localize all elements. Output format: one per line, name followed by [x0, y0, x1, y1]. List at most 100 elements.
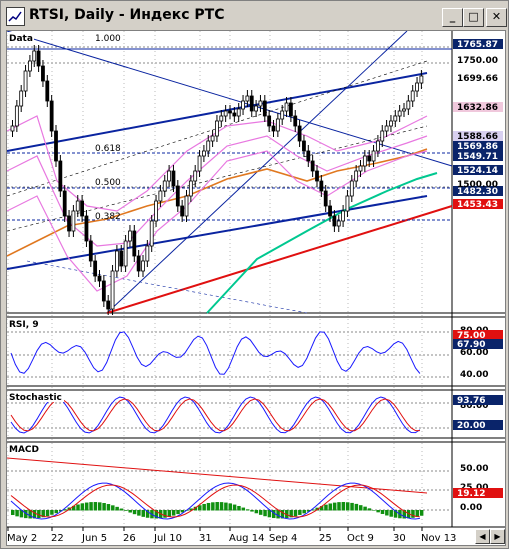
macd-histogram-bar [263, 510, 267, 517]
candle-body [223, 110, 228, 117]
price-label-bg [453, 102, 503, 112]
candle-body [197, 155, 202, 172]
price-label: 1453.43 [457, 200, 498, 210]
macd-histogram-bar [311, 509, 315, 511]
price-tick: 1500.00 [457, 180, 498, 190]
indicator-label: 93.76 [457, 396, 485, 406]
price-label: 1632.86 [457, 103, 498, 113]
macd-line [10, 482, 420, 520]
price-label-bg [453, 73, 503, 83]
candle-body [241, 100, 245, 110]
chart-canvas[interactable]: Data RSI, 9 Stochastic MACD 1.000 0.618 … [6, 30, 506, 546]
candle-body [145, 245, 150, 262]
candle-body [84, 215, 89, 242]
candle-body [362, 155, 367, 167]
candle-body [319, 180, 324, 192]
macd-histogram-bar [119, 508, 124, 511]
macd-histogram-bar [71, 505, 76, 511]
price-label: 1524.14 [457, 166, 498, 176]
price-label: 1482.30 [457, 187, 498, 197]
price-label: 1569.86 [457, 142, 498, 152]
scroll-right-button[interactable]: ▶ [490, 529, 505, 544]
candle-body [345, 195, 350, 212]
macd-histogram-bar [111, 505, 115, 511]
indicator-label-bg [453, 420, 503, 430]
date-tick: 25 [319, 533, 332, 544]
macd-histogram-bar [106, 504, 111, 511]
candle-body [332, 215, 337, 227]
price-label-bg [453, 199, 503, 209]
macd-histogram-bar [345, 502, 350, 511]
macd-histogram-bar [202, 503, 206, 511]
macd-histogram-bar [84, 502, 89, 511]
price-label-bg [453, 39, 503, 49]
candle-body [210, 135, 215, 142]
candle-body [219, 115, 224, 122]
title-bar[interactable]: RTSI, Daily - Индекс РТС _ □ ✕ [2, 2, 507, 30]
stochastic-panel-label: Stochastic [9, 393, 62, 403]
macd-histogram-bar [419, 510, 424, 516]
indicator-label: 75.00 [457, 331, 485, 341]
indicator-tick: 60.00 [460, 348, 488, 358]
macd-histogram-bar [337, 502, 341, 511]
candle-body [349, 180, 354, 197]
date-tick: 26 [123, 533, 136, 544]
rsi-line [10, 331, 421, 375]
candle-body [171, 170, 176, 187]
candle-body [232, 112, 237, 117]
macd-histogram-bar [15, 510, 19, 517]
price-label: 1765.87 [457, 40, 498, 50]
macd-histogram-bar [293, 510, 298, 517]
macd-histogram-bar [163, 510, 167, 518]
candle-body [397, 110, 402, 117]
macd-histogram-bar [332, 502, 337, 511]
fib-618-label: 0.618 [95, 144, 121, 154]
macd-histogram-bar [267, 510, 272, 518]
macd-histogram-bar [328, 503, 333, 511]
candle-body [310, 160, 315, 172]
macd-histogram-bar [93, 502, 98, 511]
minimize-button[interactable]: _ [442, 8, 463, 27]
dashed-channel [6, 60, 428, 197]
candle-body [293, 115, 298, 127]
date-tick: May 2 [7, 533, 37, 544]
macd-histogram-bar [171, 510, 176, 516]
macd-trend-line [6, 457, 428, 494]
fibonacci-labels: 1.000 0.618 0.500 0.382 [95, 34, 121, 222]
stochastic-k-line [10, 396, 421, 434]
macd-histogram-bar [406, 510, 411, 519]
macd-histogram-bar [63, 509, 67, 511]
window-title: RTSI, Daily - Индекс РТС [29, 7, 225, 23]
red-trend-line [106, 205, 453, 314]
candle-body [45, 80, 50, 102]
macd-histogram-bar [359, 505, 363, 511]
candle-body [36, 50, 41, 67]
macd-signal-line [10, 484, 420, 518]
candle-body [393, 115, 398, 122]
price-tick: 1750.00 [457, 56, 498, 66]
scroll-left-button[interactable]: ◀ [475, 529, 490, 544]
macd-histogram-bar [58, 510, 63, 512]
date-tick: Sep 4 [269, 533, 297, 544]
candle-body [162, 180, 167, 192]
candle-body [110, 270, 115, 310]
candle-body [297, 125, 302, 142]
candle-body [54, 130, 58, 162]
maximize-button[interactable]: □ [463, 8, 484, 27]
candle-body [245, 95, 250, 102]
candle-body [306, 150, 311, 162]
macd-histogram-bar [241, 507, 246, 511]
price-label: 1588.66 [457, 132, 498, 142]
close-button[interactable]: ✕ [486, 8, 507, 27]
price-label-bg [453, 165, 503, 175]
macd-histogram-bar [350, 502, 354, 511]
macd-histogram-bar [80, 503, 85, 511]
candle-body [119, 250, 124, 267]
macd-histogram-bar [24, 510, 28, 519]
candle-body [97, 275, 102, 282]
macd-histogram-bar [224, 502, 228, 511]
macd-histogram-bar [254, 510, 259, 514]
indicator-label: 20.00 [457, 421, 485, 431]
candle-body [328, 205, 332, 217]
price-label: 1549.71 [457, 152, 498, 162]
